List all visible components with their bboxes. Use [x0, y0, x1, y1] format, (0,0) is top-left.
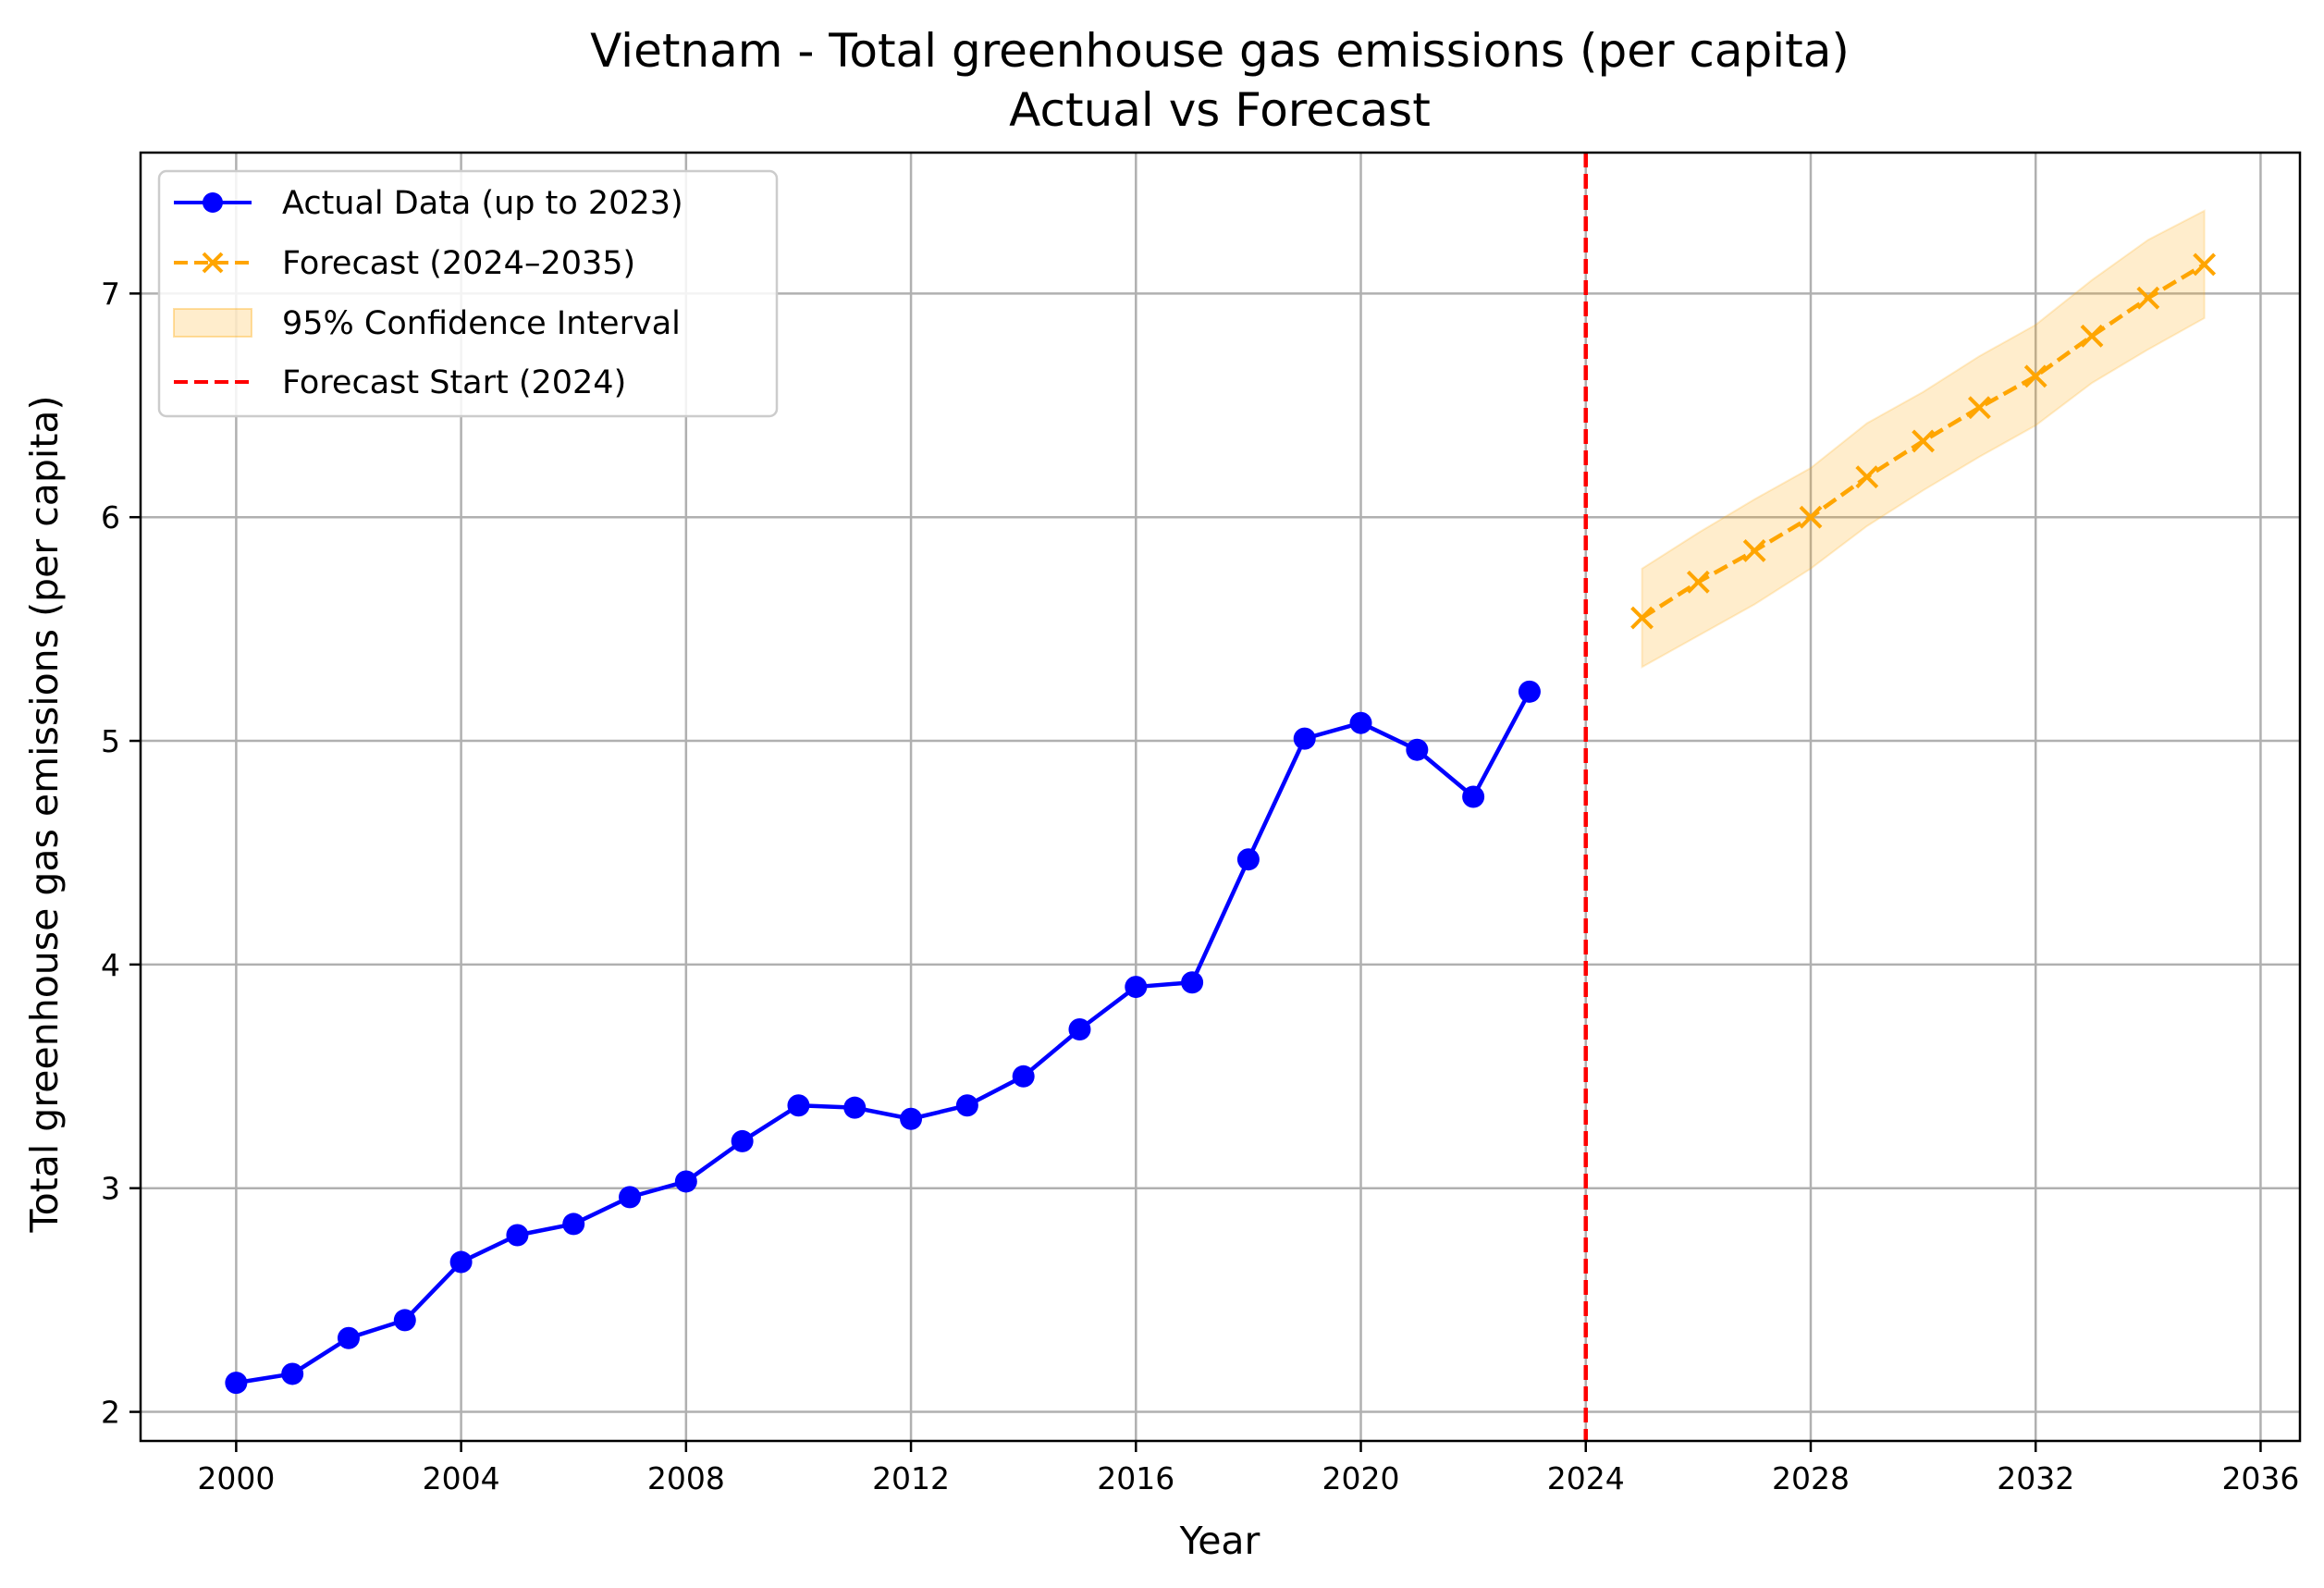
actual-point: [1349, 711, 1372, 734]
legend-actual-label: Actual Data (up to 2023): [282, 185, 683, 222]
actual-point: [1012, 1065, 1035, 1088]
y-tick-label: 7: [101, 276, 120, 312]
forecast-point: [1630, 606, 1654, 630]
y-tick-label: 4: [101, 947, 120, 983]
y-tick-label: 3: [101, 1171, 120, 1207]
actual-point: [1068, 1018, 1091, 1041]
actual-point: [619, 1186, 642, 1209]
x-tick-label: 2020: [1322, 1460, 1400, 1496]
actual-point: [225, 1372, 248, 1395]
actual-point: [393, 1309, 416, 1332]
y-axis-label: Total greenhouse gas emissions (per capi…: [22, 396, 67, 1234]
forecast-series-layer: [1630, 252, 2217, 630]
grid: [141, 153, 2300, 1441]
actual-point: [900, 1107, 923, 1130]
x-tick-label: 2016: [1097, 1460, 1174, 1496]
y-tick-label: 6: [101, 499, 120, 535]
actual-point: [843, 1096, 867, 1119]
chart-subtitle: Actual vs Forecast: [1009, 83, 1431, 137]
y-axis-ticks: 2 3 4 5 6 7: [101, 276, 141, 1431]
actual-series-layer: [225, 680, 1541, 1395]
chart-title: Vietnam - Total greenhouse gas emissions…: [590, 24, 1850, 78]
x-tick-label: 2008: [647, 1460, 725, 1496]
legend-forecast-marker: [202, 252, 224, 274]
actual-point: [1181, 971, 1204, 994]
legend-forecast-label: Forecast (2024–2035): [282, 245, 635, 282]
legend-forecast-start-label: Forecast Start (2024): [282, 364, 626, 401]
forecast-point: [1855, 465, 1879, 489]
actual-series-line: [236, 690, 1531, 1385]
x-axis-ticks: 2000 2004 2008 2012 2016 2020 2024 2028 2032 2036: [197, 1441, 2299, 1496]
x-tick-label: 2012: [872, 1460, 950, 1496]
x-tick-label: 2024: [1547, 1460, 1625, 1496]
forecast-point: [1742, 539, 1766, 562]
actual-point: [1236, 848, 1260, 871]
actual-point: [337, 1326, 360, 1349]
actual-point: [1462, 785, 1485, 808]
x-axis-label: Year: [1179, 1519, 1260, 1563]
y-tick-label: 5: [101, 723, 120, 759]
x-tick-label: 2000: [197, 1460, 275, 1496]
actual-point: [787, 1094, 810, 1117]
actual-point: [281, 1362, 304, 1385]
actual-point: [449, 1250, 473, 1274]
actual-point: [506, 1224, 529, 1247]
legend-actual-marker: [203, 192, 223, 213]
legend-ci-swatch: [173, 308, 252, 338]
forecast-point: [1799, 505, 1823, 529]
plot-frame: [139, 151, 2302, 1443]
actual-point: [1125, 976, 1148, 999]
forecast-point: [1912, 429, 1936, 453]
forecast-point: [2080, 324, 2104, 348]
legend-ci-label: 95% Confidence Interval: [282, 305, 681, 342]
actual-point: [1406, 738, 1429, 761]
y-tick-label: 2: [101, 1395, 120, 1431]
actual-point: [1518, 680, 1541, 703]
forecast-point: [2136, 286, 2160, 310]
actual-point: [955, 1094, 978, 1117]
actual-point: [1293, 727, 1316, 750]
x-tick-label: 2032: [1997, 1460, 2074, 1496]
legend: Actual Data (up to 2023) Forecast (2024–…: [157, 169, 779, 418]
x-tick-label: 2036: [2221, 1460, 2299, 1496]
x-tick-label: 2004: [423, 1460, 500, 1496]
forecast-point: [1967, 396, 1991, 420]
forecast-point: [1686, 570, 1710, 594]
actual-point: [674, 1170, 697, 1193]
forecast-point: [2193, 252, 2217, 277]
actual-point: [562, 1213, 585, 1236]
legend-box: [157, 169, 779, 418]
x-tick-label: 2028: [1772, 1460, 1850, 1496]
forecast-point: [2023, 364, 2047, 388]
actual-point: [731, 1129, 754, 1152]
